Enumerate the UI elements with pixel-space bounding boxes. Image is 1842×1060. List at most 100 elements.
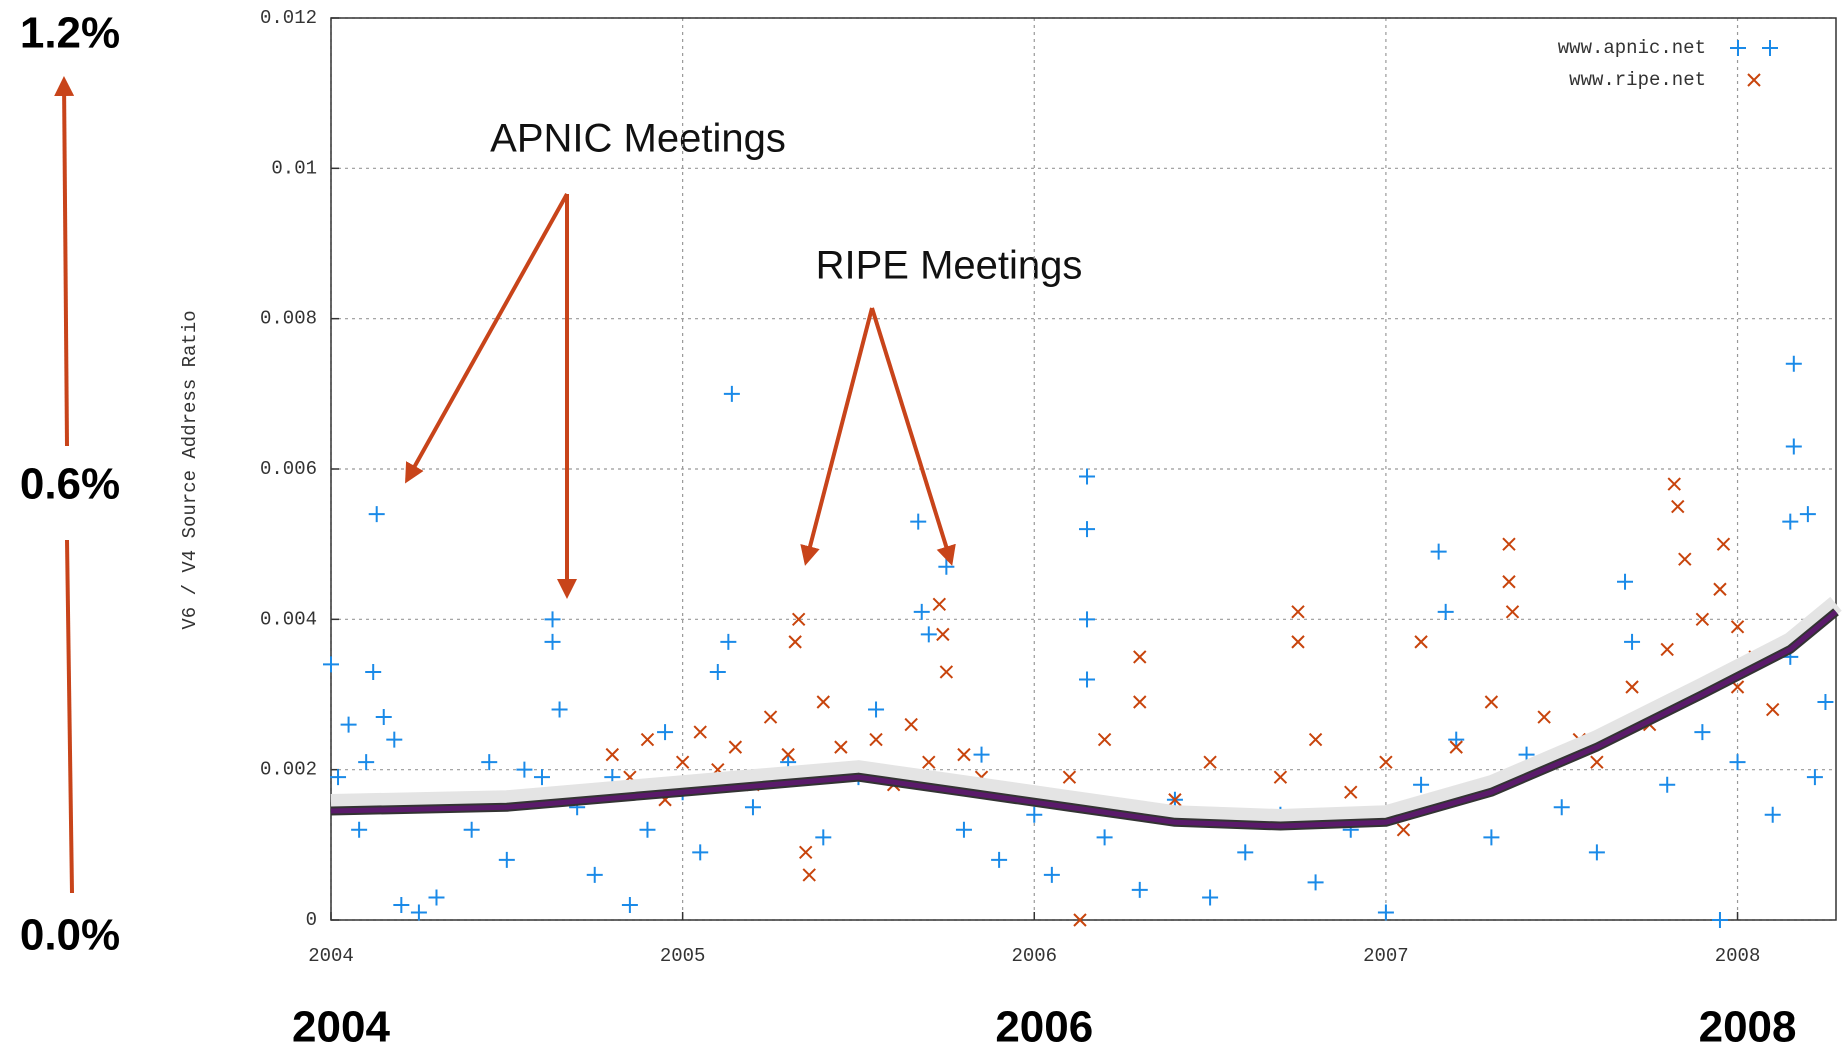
point: [1537, 710, 1551, 724]
x2-tick-label: 2008: [1699, 1003, 1797, 1052]
point: [1079, 468, 1096, 485]
point: [1660, 642, 1674, 657]
point: [410, 904, 427, 921]
point: [1678, 552, 1692, 566]
x-tick-label: 2006: [1011, 945, 1057, 967]
point: [1133, 695, 1147, 709]
legend-marker: [1762, 40, 1778, 56]
point: [393, 896, 410, 913]
point: [709, 663, 726, 680]
point: [692, 844, 709, 861]
point: [640, 732, 655, 747]
x-tick-label: 2005: [660, 945, 706, 967]
point: [1817, 694, 1834, 711]
series: [323, 355, 1834, 928]
point: [815, 829, 832, 846]
point: [358, 754, 375, 771]
point: [936, 627, 950, 642]
point: [1291, 635, 1305, 649]
point: [368, 506, 385, 523]
point: [330, 769, 347, 786]
point: [869, 732, 883, 747]
arrow: [870, 307, 956, 566]
point: [1308, 732, 1323, 747]
point: [1695, 612, 1710, 627]
point: [365, 663, 382, 680]
point: [1413, 776, 1430, 793]
point: [1079, 671, 1096, 688]
point: [675, 755, 690, 769]
point: [1073, 913, 1087, 927]
point: [834, 740, 848, 754]
point: [533, 769, 550, 786]
point: [904, 717, 918, 732]
point: [1505, 605, 1520, 619]
point: [1711, 912, 1728, 928]
point: [340, 716, 357, 733]
legend-label: www.apnic.net: [1558, 37, 1706, 59]
point: [1553, 799, 1570, 816]
legend-marker: [1730, 40, 1746, 56]
point: [1483, 829, 1500, 846]
point: [763, 710, 778, 724]
point: [1096, 829, 1113, 846]
point: [544, 611, 561, 628]
point: [1785, 355, 1802, 372]
x-tick-label: 2004: [308, 945, 354, 967]
point: [1617, 573, 1634, 590]
point: [1131, 881, 1148, 898]
point: [799, 845, 813, 860]
point: [657, 724, 674, 741]
point: [973, 746, 990, 763]
point: [939, 665, 954, 679]
point: [1484, 695, 1499, 709]
point: [1430, 543, 1447, 560]
point: [1307, 874, 1324, 891]
y-tick-label: 0.008: [260, 308, 317, 330]
point: [955, 821, 972, 838]
point: [375, 709, 392, 726]
point: [1766, 702, 1780, 717]
legend-label: www.ripe.net: [1569, 69, 1706, 91]
point: [1713, 582, 1727, 596]
point: [1806, 769, 1823, 786]
point: [1448, 731, 1465, 748]
y2-tick-label: 1.2%: [20, 9, 120, 58]
y2-tick-label: 0.6%: [20, 460, 120, 509]
y-tick-label: 0.01: [271, 157, 317, 179]
point: [802, 868, 816, 882]
y-tick-label: 0.002: [260, 759, 317, 781]
arrow: [800, 307, 874, 566]
point: [1291, 605, 1305, 619]
plot-frame: [330, 17, 1837, 921]
y-tick-label: 0.012: [260, 7, 317, 29]
point: [913, 603, 930, 620]
trend-shadow: [330, 596, 1842, 828]
point: [1079, 611, 1096, 628]
point: [1133, 650, 1147, 664]
point: [323, 656, 339, 673]
y-tick-label: 0.006: [260, 458, 317, 480]
point: [728, 740, 743, 754]
point: [1237, 844, 1254, 861]
point: [1782, 513, 1799, 530]
point: [932, 597, 947, 612]
point: [1785, 438, 1802, 455]
y-axis-label: V6 / V4 Source Address Ratio: [179, 310, 201, 629]
point: [744, 799, 761, 816]
point: [1043, 866, 1060, 883]
x2-tick-label: 2006: [995, 1003, 1093, 1052]
x-tick-label: 2007: [1363, 945, 1409, 967]
point: [1667, 477, 1681, 491]
point: [1203, 755, 1217, 769]
point: [498, 851, 515, 868]
point: [1437, 603, 1454, 620]
point: [1379, 755, 1393, 769]
point: [720, 633, 737, 650]
point: [1694, 724, 1711, 741]
point: [428, 889, 445, 906]
point: [957, 747, 971, 762]
point: [1671, 499, 1685, 514]
x-tick-label: 2008: [1715, 945, 1761, 967]
